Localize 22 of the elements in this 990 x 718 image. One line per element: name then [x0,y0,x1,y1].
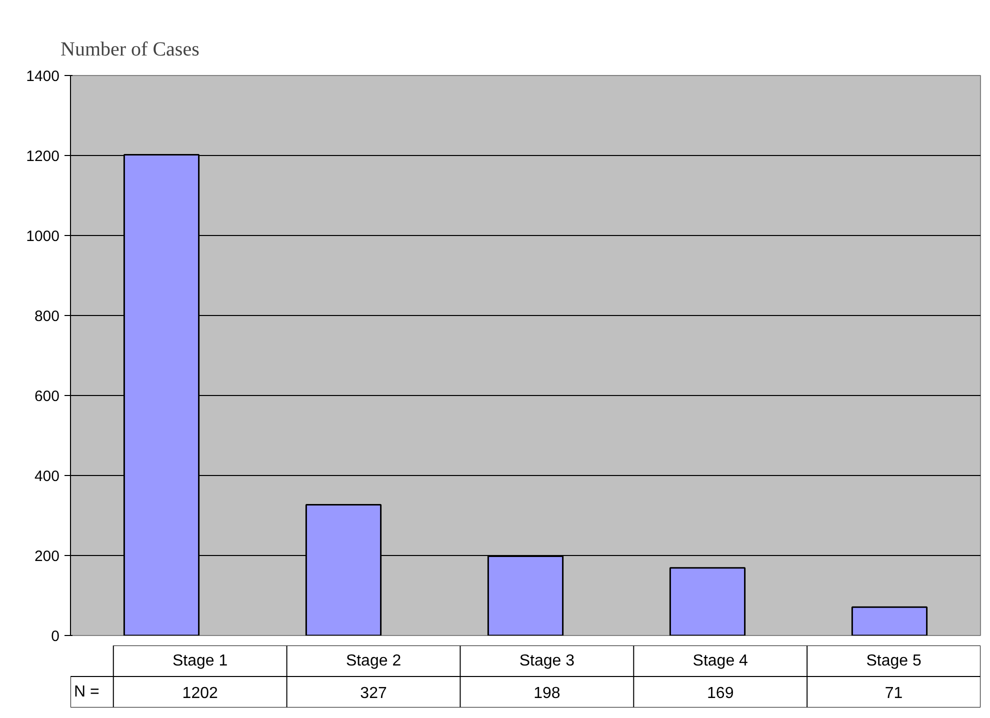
y-tick-label: 600 [34,388,60,405]
bar [669,567,746,636]
y-tick-label: 800 [34,308,60,325]
x-tick-label: Stage 5 [866,652,922,670]
x-tick-label: Stage 1 [172,652,228,670]
data-label: 198 [534,685,560,702]
y-tick-label: 0 [51,628,60,645]
y-tick-label: 200 [34,548,60,565]
bar [851,606,928,636]
data-label: 71 [884,685,903,702]
x-tick-label: Stage 2 [346,652,402,670]
y-axis-title: Number of Cases [60,38,200,60]
y-tick-label: 1200 [26,148,60,165]
data-label: 1202 [182,685,218,702]
y-tick-label: 1000 [26,228,60,245]
text: N = [74,684,100,700]
y-tick-label: 1400 [26,68,60,85]
x-tick-label: Stage 3 [519,652,575,670]
y-tick-label: 400 [34,468,60,485]
data-label: 327 [360,685,387,702]
x-tick-label: Stage 4 [692,652,748,670]
data-label: 169 [707,685,734,702]
